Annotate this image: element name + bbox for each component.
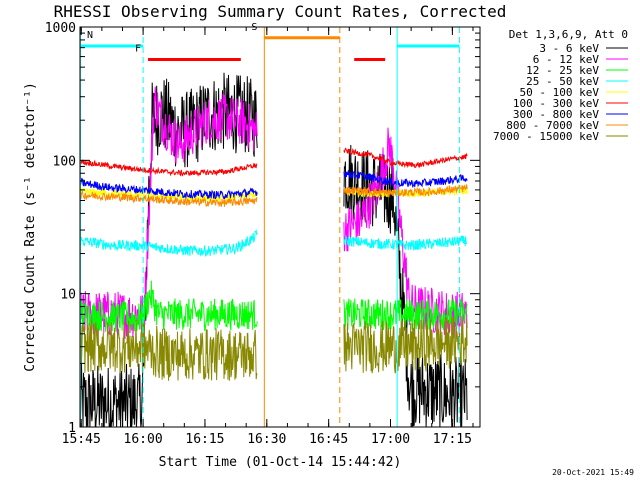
series-line-1 [343,127,468,339]
series-line-2 [79,280,258,332]
x-tick-label: 17:00 [371,432,410,447]
series-line-6 [79,177,258,200]
legend-entry: 6 - 12 keV [533,53,600,66]
flag-label: N [87,30,93,41]
legend-entry: 12 - 25 keV [526,64,599,77]
plot-frame [79,26,481,428]
x-tick-label: 17:15 [433,432,472,447]
legend-entry: 300 - 800 keV [513,108,599,121]
footer-timestamp: 20-Oct-2021 15:49 [552,468,634,477]
series-line-5 [343,147,468,169]
legend-entry: 7000 - 15000 keV [493,130,599,143]
series-line-3 [79,229,258,257]
legend-title: Det 1,3,6,9, Att 0 [509,28,628,41]
series-line-6 [343,169,468,188]
data-layer [79,72,468,428]
legend-entry: 50 - 100 keV [520,86,600,99]
legend-entry: 800 - 7000 keV [506,119,599,132]
legend-entry: 100 - 300 keV [513,97,599,110]
y-tick-label: 1 [68,421,76,436]
x-tick-label: 16:45 [309,432,348,447]
series-line-3 [343,234,468,251]
series-line-7 [343,184,468,197]
x-tick-label: 16:15 [185,432,224,447]
legend-entry: 3 - 6 keV [539,42,599,55]
series-line-8 [343,316,468,374]
legend-entry: 25 - 50 keV [526,75,599,88]
axis-layer: 15:45 16:00 16:15 16:30 16:45 17:00 17:15 1 10 10… [45,21,480,447]
x-tick-label: 16:00 [124,432,163,447]
y-tick-label: 100 [53,154,76,169]
y-tick-label: 10 [60,288,76,303]
y-tick-label: 1000 [45,21,76,36]
x-axis-label: Start Time (01-Oct-14 15:44:42) [159,455,402,470]
x-tick-label: 16:30 [247,432,286,447]
series-line-5 [79,159,258,177]
series-line-8 [79,320,258,381]
chart-title: RHESSI Observing Summary Count Rates, Co… [54,2,507,21]
flag-label: F [135,44,141,55]
series-line-1 [79,86,258,342]
y-axis-label: Corrected Count Rate (s⁻¹ detector⁻¹) [23,82,38,372]
x-tick-label: 15:45 [62,432,101,447]
series-line-7 [79,190,258,208]
